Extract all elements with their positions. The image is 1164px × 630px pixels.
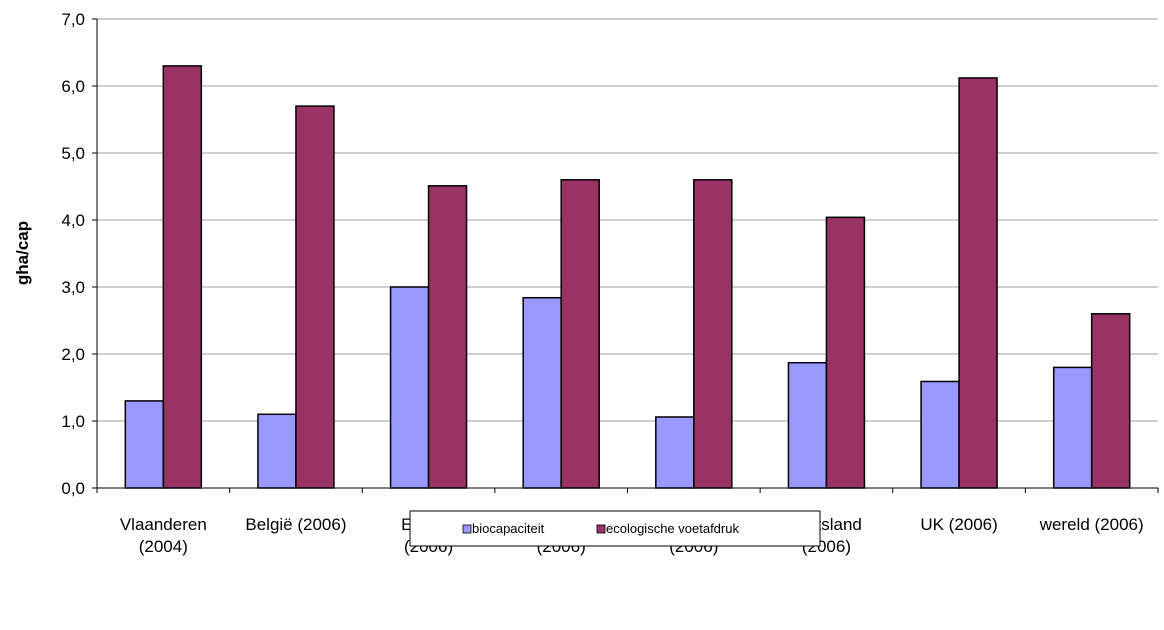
bar-ecologische-voetafdruk-4 [693,179,733,489]
y-tick-label: 4,0 [61,211,85,230]
y-tick-labels: 0,0 1,0 2,0 3,0 4,0 5,0 6,0 7,0 [61,10,85,498]
y-tick-label: 0,0 [61,479,85,498]
bar-ecologische-voetafdruk-2 [427,185,468,489]
legend-swatch-ecologische-voetafdruk [596,524,606,534]
gridlines [97,18,1158,422]
bar-ecologische-voetafdruk-1 [295,105,335,489]
x-category-label: België (2006) [245,515,346,534]
y-tick-label: 3,0 [61,278,85,297]
axes [92,18,1159,493]
bar-ecologische-voetafdruk-6 [958,77,998,489]
bar-ecologische-voetafdruk-3 [560,179,600,489]
bar-ecologische-voetafdruk-5 [825,216,866,489]
y-tick-label: 1,0 [61,412,85,431]
bars [124,65,1131,489]
bar-biocapaciteit-0 [124,400,165,489]
x-category-label: wereld (2006) [1039,515,1144,534]
bar-biocapaciteit-2 [389,286,430,489]
legend: biocapaciteit ecologische voetafdruk [409,510,821,547]
legend-box [409,510,821,547]
legend-label-ecologische-voetafdruk: ecologische voetafdruk [606,521,739,536]
y-tick-label: 2,0 [61,345,85,364]
y-tick-label: 5,0 [61,144,85,163]
legend-swatch-biocapaciteit [462,524,472,534]
bar-biocapaciteit-4 [655,416,695,489]
y-tick-label: 7,0 [61,10,85,29]
bar-ecologische-voetafdruk-0 [162,65,203,489]
x-category-label: (2004) [139,537,188,556]
bar-biocapaciteit-6 [920,380,960,489]
bar-biocapaciteit-5 [787,361,828,489]
x-category-label: Vlaanderen [120,515,207,534]
bar-biocapaciteit-1 [257,413,297,489]
x-category-label: UK (2006) [920,515,997,534]
legend-label-biocapaciteit: biocapaciteit [472,521,545,536]
bar-biocapaciteit-3 [522,296,562,489]
y-axis-title: gha/cap [13,221,32,285]
bar-biocapaciteit-7 [1052,366,1093,489]
y-tick-label: 6,0 [61,77,85,96]
bar-ecologische-voetafdruk-7 [1090,313,1131,489]
